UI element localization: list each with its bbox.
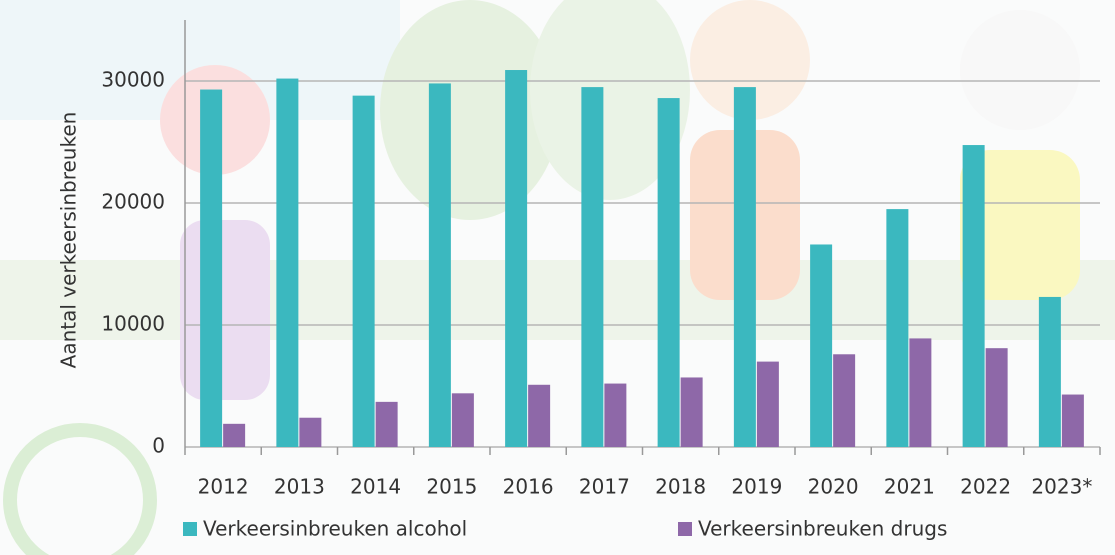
y-axis-label: Aantal verkeersinbreuken	[57, 112, 81, 369]
bar	[299, 417, 322, 447]
bar	[810, 244, 833, 447]
y-tick-label: 10000	[101, 312, 165, 336]
y-tick-label: 0	[152, 434, 165, 458]
x-tick-label: 2020	[808, 475, 859, 499]
bar	[985, 348, 1008, 447]
bar	[733, 87, 756, 447]
bar	[528, 384, 551, 447]
bar	[223, 423, 246, 447]
bar	[451, 393, 474, 447]
legend-label: Verkeersinbreuken drugs	[698, 517, 947, 541]
bar	[833, 354, 856, 447]
legend-label: Verkeersinbreuken alcohol	[203, 517, 467, 541]
x-tick-label: 2021	[884, 475, 935, 499]
bar	[604, 383, 627, 447]
bar	[352, 95, 375, 447]
bar	[375, 401, 398, 447]
bar	[581, 87, 604, 447]
bar	[428, 83, 451, 447]
bar	[276, 78, 299, 447]
legend-swatch	[183, 522, 197, 536]
bar	[200, 89, 223, 447]
bar	[756, 361, 779, 447]
bar	[657, 98, 680, 447]
legend-swatch	[678, 522, 692, 536]
x-tick-label: 2022	[960, 475, 1011, 499]
x-tick-label: 2023*	[1031, 475, 1092, 499]
x-tick-label: 2015	[426, 475, 477, 499]
x-tick-label: 2014	[350, 475, 401, 499]
x-tick-label: 2016	[503, 475, 554, 499]
bar	[1038, 296, 1061, 447]
bar	[1061, 394, 1084, 447]
bar	[962, 145, 985, 448]
bar	[886, 209, 909, 447]
x-tick-label: 2012	[198, 475, 249, 499]
x-tick-label: 2018	[655, 475, 706, 499]
bar	[505, 70, 528, 448]
x-tick-label: 2019	[731, 475, 782, 499]
x-tick-label: 2013	[274, 475, 325, 499]
bar	[680, 377, 703, 447]
x-tick-label: 2017	[579, 475, 630, 499]
y-tick-label: 20000	[101, 190, 165, 214]
bar	[909, 338, 932, 447]
y-tick-label: 30000	[101, 68, 165, 92]
